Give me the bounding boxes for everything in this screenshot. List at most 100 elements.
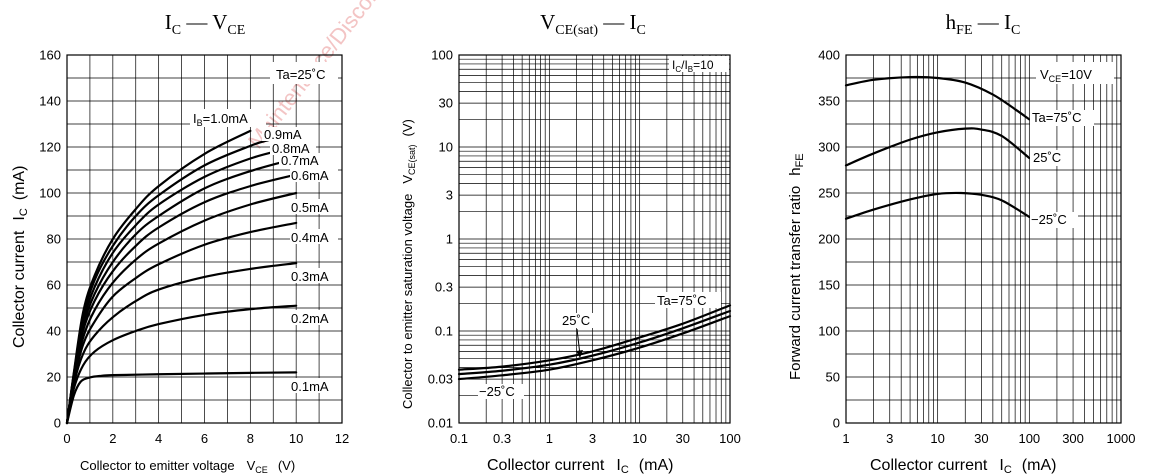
series-line-0.1mA bbox=[65, 371, 298, 425]
chart1-ib-label-bg bbox=[190, 109, 266, 127]
chart1-title: IC — VCE bbox=[165, 10, 246, 38]
label-bg bbox=[290, 167, 338, 182]
chart2-condition-bg bbox=[669, 56, 729, 72]
label-bg bbox=[290, 268, 338, 283]
y-tick-label: 20 bbox=[47, 370, 61, 385]
x-tick-label: 0.3 bbox=[493, 431, 511, 446]
chart3-series bbox=[844, 75, 1031, 220]
x-tick-label: 3 bbox=[886, 431, 893, 446]
label-bg bbox=[560, 313, 596, 328]
chart2-label-m25: −25˚C bbox=[479, 384, 515, 399]
curve-label-0.6mA: 0.6mA bbox=[291, 168, 329, 183]
x-tick-label: 8 bbox=[247, 431, 254, 446]
x-tick-label: 300 bbox=[1062, 431, 1084, 446]
y-tick-label: 120 bbox=[39, 140, 61, 155]
chart1-frame bbox=[66, 54, 343, 424]
series-line-IB=1.0mA bbox=[65, 129, 252, 425]
chart2-title: VCE(sat) — IC bbox=[540, 10, 646, 38]
x-tick-label: 3 bbox=[589, 431, 596, 446]
chart2-x-axis-title: Collector current IC (mA) bbox=[487, 457, 673, 475]
y-tick-label: 400 bbox=[818, 48, 840, 63]
y-tick-label: 140 bbox=[39, 94, 61, 109]
chart1-y-axis-title: Collector currentIC(mA) bbox=[11, 166, 30, 348]
y-tick-label: 250 bbox=[818, 186, 840, 201]
chart1-series bbox=[65, 129, 298, 425]
chart-hfe-ic: hFE — IC 1 3 10 30 100 300 1000 0 50 100 150 200 250… bbox=[787, 10, 1135, 475]
x-tick-label: 12 bbox=[335, 431, 349, 446]
label-bg bbox=[1030, 110, 1094, 126]
y-tick-label: 0 bbox=[54, 416, 61, 431]
series-line-25˚C bbox=[457, 309, 732, 376]
chart2-series bbox=[457, 304, 732, 381]
y-tick-label: 350 bbox=[818, 94, 840, 109]
x-tick-label: 30 bbox=[676, 431, 690, 446]
chart3-x-axis-title: Collector current IC (mA) bbox=[870, 457, 1056, 475]
x-tick-label: 1 bbox=[842, 431, 849, 446]
series-line-Ta=75˚C bbox=[457, 304, 732, 371]
y-tick-label: 160 bbox=[39, 48, 61, 63]
x-tick-label: 10 bbox=[930, 431, 944, 446]
label-bg bbox=[279, 153, 325, 167]
chart3-tick-labels: 1 3 10 30 100 300 1000 0 50 100 150 200 250 300 350 400 bbox=[818, 48, 1135, 447]
y-tick-label: 150 bbox=[818, 278, 840, 293]
label-bg bbox=[270, 141, 316, 155]
chart3-condition: VCE=10V bbox=[1040, 67, 1092, 84]
series-line-−25˚C bbox=[844, 191, 1031, 220]
x-tick-label: 100 bbox=[719, 431, 741, 446]
y-tick-label: 100 bbox=[39, 186, 61, 201]
x-tick-label: 6 bbox=[201, 431, 208, 446]
y-tick-label: 100 bbox=[818, 324, 840, 339]
chart2-gridlines bbox=[458, 55, 730, 424]
x-tick-label: 0 bbox=[63, 431, 70, 446]
chart-vcesat-ic: VCE(sat) — IC 0.1 0.3 1 3 10 30 1000.010.030.1… bbox=[400, 10, 741, 475]
curve-label-0.7mA: 0.7mA bbox=[281, 153, 319, 168]
chart3-y-axis-title: Forward current transfer ratiohFE bbox=[787, 153, 806, 380]
chart2-condition: IC/IB=10 bbox=[672, 58, 714, 74]
curve-label-0.9mA: 0.9mA bbox=[264, 127, 302, 142]
x-tick-label: 0.1 bbox=[450, 431, 468, 446]
chart1-x-axis-title: Collector to emitter voltage VCE (V) bbox=[80, 458, 295, 475]
label-bg bbox=[655, 292, 721, 308]
curve-label-0.1mA: 0.1mA bbox=[291, 379, 329, 394]
x-tick-label: 10 bbox=[289, 431, 303, 446]
y-tick-label: 0.01 bbox=[428, 416, 453, 431]
series-line-25˚C bbox=[844, 127, 1031, 167]
x-tick-label: 10 bbox=[632, 431, 646, 446]
chart1-condition: Ta=25˚C bbox=[276, 67, 326, 82]
chart3-label-ta75: Ta=75˚C bbox=[1032, 110, 1082, 125]
y-tick-label: 80 bbox=[47, 232, 61, 247]
label-bg bbox=[478, 384, 524, 399]
chart-ic-vce: IC — VCE 0 2 4 6 8 10 12020406080100120140160 … bbox=[11, 10, 349, 475]
label-bg bbox=[290, 229, 338, 244]
series-line-0.2mA bbox=[65, 304, 298, 425]
x-tick-label: 1000 bbox=[1107, 431, 1136, 446]
x-tick-label: 100 bbox=[1018, 431, 1040, 446]
y-tick-label: 300 bbox=[818, 140, 840, 155]
x-tick-label: 4 bbox=[155, 431, 162, 446]
x-tick-label: 1 bbox=[546, 431, 553, 446]
y-tick-label: 200 bbox=[818, 232, 840, 247]
curve-label-0.5mA: 0.5mA bbox=[291, 200, 329, 215]
curve-label-0.8mA: 0.8mA bbox=[272, 141, 310, 156]
chart3-label-m25: −25˚C bbox=[1031, 212, 1067, 227]
chart1-condition-bg bbox=[270, 62, 338, 84]
chart2-tick-labels: 0.1 0.3 1 3 10 30 100 0.01 0.03 0.1 0.3 1 3 10 30 100 bbox=[428, 48, 741, 447]
label-bg bbox=[262, 127, 308, 141]
chart1-curve-labels: 0.9mA 0.8mA 0.7mA 0.6mA 0.5mA 0.4mA 0.3m… bbox=[262, 127, 338, 394]
y-tick-label: 50 bbox=[826, 370, 840, 385]
y-tick-label: 30 bbox=[439, 96, 453, 111]
curve-label-0.2mA: 0.2mA bbox=[291, 311, 329, 326]
y-tick-label: 60 bbox=[47, 278, 61, 293]
chart2-frame bbox=[458, 54, 731, 424]
curve-label-0.4mA: 0.4mA bbox=[291, 230, 329, 245]
chart2-y-axis-title: Collector to emitter saturation voltageV… bbox=[400, 119, 417, 409]
chart3-label-25: 25˚C bbox=[1033, 150, 1061, 165]
label-bg bbox=[290, 310, 338, 325]
series-line-Ta=75˚C bbox=[844, 75, 1031, 121]
label-bg bbox=[290, 378, 338, 393]
label-bg bbox=[1030, 150, 1066, 166]
y-tick-label: 100 bbox=[431, 48, 453, 63]
series-line-−25˚C bbox=[457, 315, 732, 381]
